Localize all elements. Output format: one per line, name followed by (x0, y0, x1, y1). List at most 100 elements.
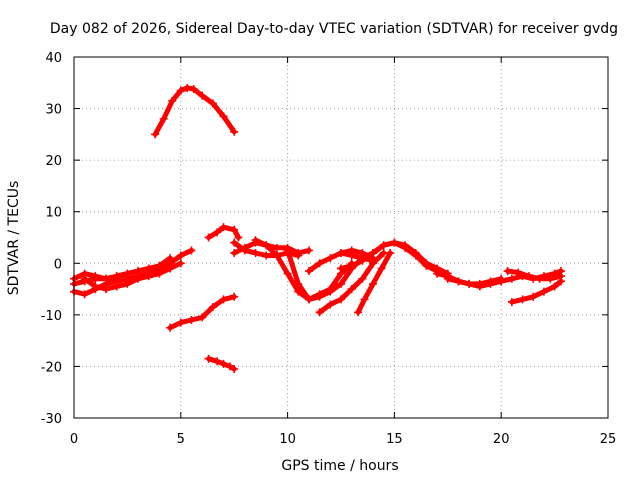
data-point (123, 274, 132, 283)
data-point (518, 295, 527, 304)
y-axis-title: SDTVAR / TECUs (6, 181, 22, 296)
data-point (539, 287, 548, 296)
data-point (358, 256, 367, 265)
data-point (204, 354, 213, 363)
y-tick-label: -30 (41, 412, 62, 427)
data-point (390, 238, 399, 247)
y-tick-label: 40 (45, 51, 62, 66)
x-tick-label: 15 (386, 432, 403, 447)
y-tick-label: 30 (45, 103, 62, 118)
data-point (230, 248, 239, 257)
data-point (219, 223, 228, 232)
data-point (557, 272, 566, 281)
data-point (80, 290, 89, 299)
x-tick-label: 25 (600, 432, 617, 447)
data-point (219, 112, 228, 121)
data-point (433, 269, 442, 278)
y-tick-label: 20 (45, 154, 62, 169)
data-point (347, 246, 356, 255)
data-point (514, 268, 523, 277)
data-point (304, 246, 313, 255)
series-arc-p (304, 246, 378, 276)
data-point (294, 279, 303, 288)
chart-title: Day 082 of 2026, Sidereal Day-to-day VTE… (50, 21, 618, 37)
series-arc-r (507, 277, 566, 306)
x-tick-label: 0 (70, 432, 78, 447)
data-point (112, 277, 121, 286)
y-tick-label: -20 (41, 360, 62, 375)
data-point (91, 274, 100, 283)
data-point (326, 254, 335, 263)
data-point (230, 238, 239, 247)
data-point (208, 303, 217, 312)
data-point (337, 264, 345, 273)
data-point (189, 84, 198, 93)
series-arc-d (70, 261, 175, 299)
data-point (144, 269, 153, 278)
data-point (208, 99, 217, 108)
series-arc-s (503, 267, 566, 283)
data-point (315, 259, 324, 268)
y-tick-labels: -30 -20 -10 0 10 20 30 40 (41, 51, 62, 427)
data-point (369, 279, 378, 288)
data-series (70, 83, 566, 374)
data-point (358, 248, 367, 257)
series-band (71, 263, 173, 297)
y-tick-label: 10 (45, 206, 62, 221)
data-point (168, 96, 177, 105)
data-point (465, 279, 474, 288)
data-point (213, 357, 222, 366)
data-point (272, 243, 281, 252)
data-point (262, 241, 271, 250)
data-point (234, 233, 243, 242)
data-point (347, 261, 356, 270)
data-point (198, 91, 207, 100)
data-point (411, 251, 420, 260)
data-point (401, 243, 410, 252)
data-point (91, 285, 100, 294)
series-arc-n (337, 238, 442, 276)
data-point (80, 274, 89, 283)
data-point (230, 225, 239, 234)
data-point (183, 83, 192, 92)
data-point (443, 272, 452, 281)
data-point (360, 295, 369, 304)
series-arc-g (204, 223, 243, 242)
data-point (134, 272, 143, 281)
data-point (102, 279, 111, 288)
data-point (219, 359, 228, 368)
data-point (262, 251, 271, 260)
data-point (294, 248, 303, 257)
data-point (337, 295, 345, 304)
data-point (503, 267, 512, 276)
data-point (386, 248, 395, 257)
data-point (213, 228, 222, 237)
series-arc-f (204, 354, 239, 374)
data-point (166, 261, 175, 270)
series-arc-e (166, 292, 239, 332)
data-point (230, 365, 239, 374)
data-point (187, 246, 196, 255)
x-tick-label: 20 (493, 432, 510, 447)
data-point (369, 254, 378, 263)
data-point (225, 362, 234, 371)
data-point (497, 274, 506, 283)
y-tick-label: 0 (54, 257, 62, 272)
data-point (422, 261, 431, 270)
data-point (176, 318, 185, 327)
data-point (507, 274, 516, 283)
data-point (354, 308, 363, 317)
data-point (176, 86, 185, 95)
series-band (338, 240, 440, 274)
axis-ticks (73, 56, 609, 419)
data-point (337, 279, 345, 288)
series-arc-high (151, 83, 239, 139)
x-tick-label: 10 (279, 432, 296, 447)
data-point (326, 300, 335, 309)
data-point (315, 308, 324, 317)
data-point (166, 323, 175, 332)
data-point (159, 114, 168, 123)
data-point (230, 292, 239, 301)
data-point (230, 127, 239, 136)
